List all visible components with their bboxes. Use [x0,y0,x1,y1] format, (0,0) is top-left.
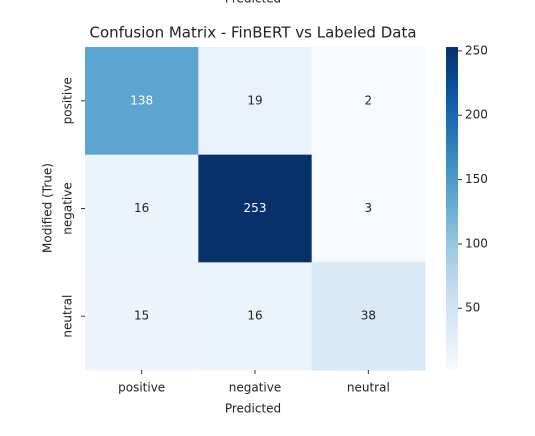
cell-label: 138 [130,93,153,107]
y-tick-label: neutral [61,295,75,338]
cell-label: 3 [365,201,373,215]
x-axis-label: Predicted [225,402,281,416]
heatmap-cell [198,47,313,156]
cell-label: 2 [365,93,373,107]
cell-label: 38 [361,309,376,323]
heatmap-cell [85,262,199,371]
cell-label: 16 [247,309,262,323]
colorbar-tick-label: 200 [465,108,488,122]
colorbar [446,47,458,370]
clipped-label: Predicted [225,0,281,6]
heatmap-cell [85,154,199,263]
colorbar-tick-label: 250 [465,43,488,57]
colorbar-tick-label: 150 [465,172,488,186]
colorbar-tick-label: 50 [465,301,480,315]
x-tick-label: positive [118,381,165,395]
heatmap-cell [311,262,426,371]
cell-label: 16 [134,201,149,215]
cell-label: 15 [134,309,149,323]
cell-label: 19 [247,93,262,107]
heatmap-cell [311,154,426,263]
x-tick-label: neutral [347,381,390,395]
x-tick-label: negative [229,381,281,395]
cell-label: 253 [244,201,267,215]
y-axis-label: Modified (True) [41,163,55,253]
heatmap-cell [311,47,426,156]
chart-title: Confusion Matrix - FinBERT vs Labeled Da… [89,24,416,42]
heatmap-cell [198,154,313,263]
heatmap-cell [198,262,313,371]
y-tick-label: negative [61,182,75,234]
heatmap-cell [85,47,199,156]
y-tick-label: positive [61,77,75,124]
colorbar-tick-label: 100 [465,236,488,250]
